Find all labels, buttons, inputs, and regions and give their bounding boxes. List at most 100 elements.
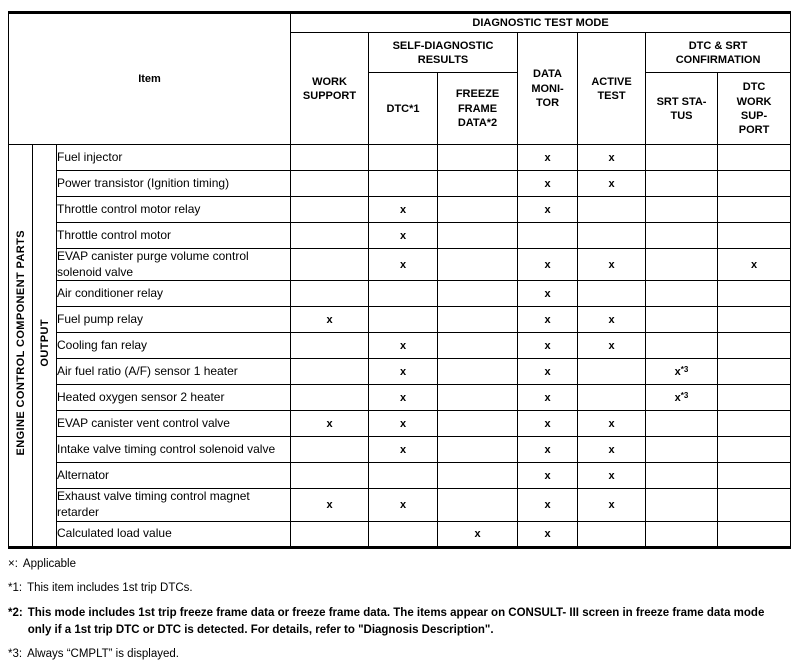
table-row: Air conditioner relay x xyxy=(9,280,792,308)
empty-mark-cell xyxy=(717,436,792,464)
applicable-mark-cell: x xyxy=(517,144,579,172)
empty-mark-cell xyxy=(645,306,719,334)
empty-mark-cell xyxy=(368,280,439,308)
empty-mark-cell xyxy=(577,280,647,308)
empty-mark-cell xyxy=(368,306,439,334)
footnote-reference: *3 xyxy=(680,390,689,400)
empty-mark-cell xyxy=(290,170,370,198)
empty-mark-cell xyxy=(290,358,370,386)
table-row: Heated oxygen sensor 2 heater x x x*3 xyxy=(9,384,792,412)
applicable-mark-cell: x xyxy=(368,196,439,224)
empty-mark-cell xyxy=(437,306,519,334)
footnotes: ×: Applicable *1: This item includes 1st… xyxy=(8,556,790,663)
item-cell: Air conditioner relay xyxy=(55,280,292,308)
empty-mark-cell xyxy=(717,358,792,386)
item-cell: Intake valve timing control solenoid val… xyxy=(55,436,292,464)
empty-mark-cell xyxy=(717,306,792,334)
empty-mark-cell xyxy=(290,144,370,172)
applicable-mark-cell: x xyxy=(517,410,579,438)
empty-mark-cell xyxy=(368,520,439,548)
applicable-mark-cell: x xyxy=(517,358,579,386)
table-row: Throttle control motor relay x x xyxy=(9,196,792,224)
applicable-mark-cell: x xyxy=(437,520,519,548)
vertical-label: OUTPUT xyxy=(38,319,51,367)
applicable-mark-cell: x xyxy=(517,436,579,464)
empty-mark-cell xyxy=(290,248,370,282)
column-header-freeze-frame-data: FREEZE FRAME DATA*2 xyxy=(437,72,519,146)
item-cell: Heated oxygen sensor 2 heater xyxy=(55,384,292,412)
empty-mark-cell xyxy=(437,170,519,198)
applicable-mark-cell: x xyxy=(517,332,579,360)
applicable-mark-cell: x xyxy=(577,436,647,464)
empty-mark-cell xyxy=(437,222,519,250)
applicable-mark-cell: x xyxy=(577,332,647,360)
footnote-text: Always “CMPLT” is displayed. xyxy=(27,648,179,661)
empty-mark-cell xyxy=(717,196,792,224)
applicable-mark-cell: x xyxy=(368,222,439,250)
table-row: Calculated load value x x xyxy=(9,520,792,548)
empty-mark-cell xyxy=(290,436,370,464)
applicable-mark-cell: x xyxy=(517,170,579,198)
table-row: Alternator x x xyxy=(9,462,792,490)
applicable-mark-cell: x xyxy=(290,306,370,334)
table-header: Item DIAGNOSTIC TEST MODE WORK SUPPORT S… xyxy=(7,11,792,146)
item-cell: Alternator xyxy=(55,462,292,490)
empty-mark-cell xyxy=(437,410,519,438)
applicable-mark-cell: x xyxy=(577,306,647,334)
empty-mark-cell xyxy=(717,462,792,490)
applicable-mark-cell: x xyxy=(368,332,439,360)
column-header-dtc: DTC*1 xyxy=(368,72,439,146)
column-header-work-support: WORK SUPPORT xyxy=(290,32,370,146)
empty-mark-cell xyxy=(717,222,792,250)
empty-mark-cell xyxy=(437,196,519,224)
empty-mark-cell xyxy=(645,488,719,522)
column-header-dtc-srt-confirmation: DTC & SRT CONFIRMATION xyxy=(645,32,792,74)
footnote-3: *3: Always “CMPLT” is displayed. xyxy=(8,646,790,663)
applicable-mark-cell: x xyxy=(290,410,370,438)
column-header-active-test: ACTIVE TEST xyxy=(577,32,647,146)
empty-mark-cell xyxy=(577,222,647,250)
empty-mark-cell xyxy=(290,520,370,548)
table-row: Intake valve timing control solenoid val… xyxy=(9,436,792,464)
item-cell: Exhaust valve timing control magnet reta… xyxy=(55,488,292,522)
empty-mark-cell xyxy=(290,222,370,250)
empty-mark-cell xyxy=(437,144,519,172)
item-cell: Fuel injector xyxy=(55,144,292,172)
empty-mark-cell xyxy=(437,332,519,360)
empty-mark-cell xyxy=(717,332,792,360)
empty-mark-cell xyxy=(717,520,792,548)
empty-mark-cell xyxy=(437,436,519,464)
empty-mark-cell xyxy=(437,358,519,386)
vertical-label: ENGINE CONTROL COMPONENT PARTS xyxy=(14,230,27,456)
applicable-mark-cell: x xyxy=(517,280,579,308)
empty-mark-cell xyxy=(437,462,519,490)
table-row: Throttle control motor x xyxy=(9,222,792,250)
footnote-text: This mode includes 1st trip freeze frame… xyxy=(27,607,765,636)
empty-mark-cell xyxy=(717,410,792,438)
table-body: ENGINE CONTROL COMPONENT PARTS OUTPUT Fuel… xyxy=(8,144,792,548)
empty-mark-cell xyxy=(368,462,439,490)
row-group-output: OUTPUT xyxy=(32,144,57,548)
applicable-mark-cell: x xyxy=(577,144,647,172)
applicable-mark-cell: x xyxy=(290,488,370,522)
diagnostic-test-mode-table: Item DIAGNOSTIC TEST MODE WORK SUPPORT S… xyxy=(7,11,792,549)
empty-mark-cell xyxy=(577,196,647,224)
applicable-mark-cell: x xyxy=(368,384,439,412)
empty-mark-cell xyxy=(645,520,719,548)
table-row: EVAP canister purge volume control solen… xyxy=(9,248,792,282)
applicable-mark-cell: x xyxy=(368,248,439,282)
footnote-symbol: ×: xyxy=(8,557,18,570)
item-cell: EVAP canister vent control valve xyxy=(55,410,292,438)
empty-mark-cell xyxy=(645,170,719,198)
empty-mark-cell xyxy=(645,196,719,224)
empty-mark-cell xyxy=(717,488,792,522)
empty-mark-cell xyxy=(577,358,647,386)
empty-mark-cell xyxy=(368,170,439,198)
item-cell: Cooling fan relay xyxy=(55,332,292,360)
column-header-srt-status: SRT STA- TUS xyxy=(645,72,719,146)
footnote-text: Applicable xyxy=(22,557,76,570)
footnote-symbol: *1: xyxy=(8,582,23,595)
footnote-1: *1: This item includes 1st trip DTCs. xyxy=(8,580,790,597)
empty-mark-cell xyxy=(368,144,439,172)
